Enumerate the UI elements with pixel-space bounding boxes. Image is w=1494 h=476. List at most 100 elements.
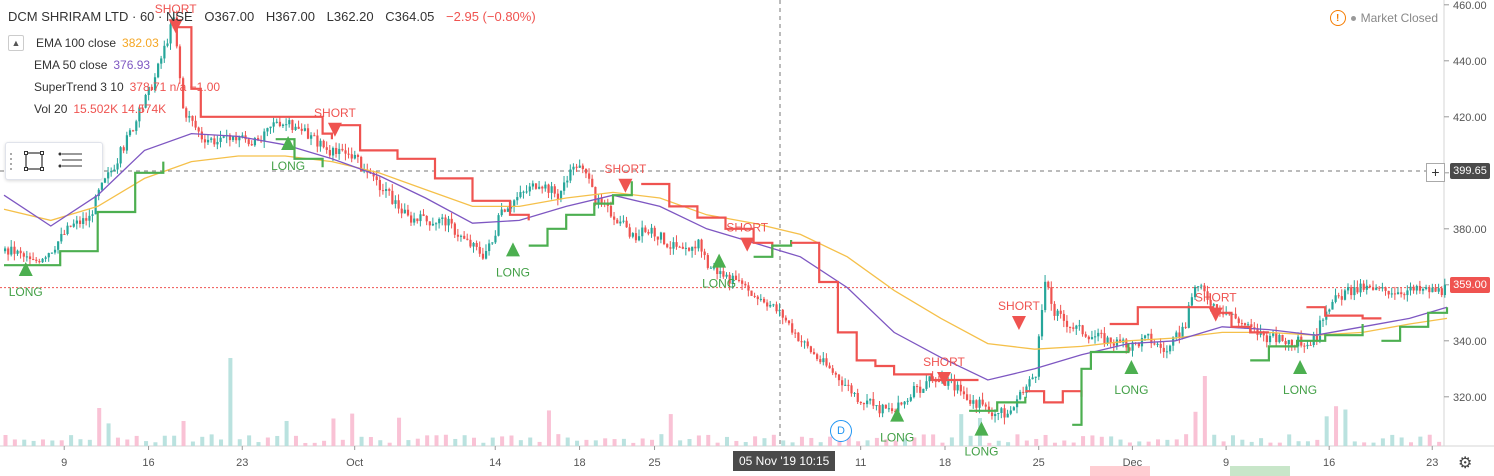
candle-body: [178, 46, 182, 79]
legend-row-supertrend[interactable]: SuperTrend 3 10 378.71 n/a −1.00: [8, 76, 220, 98]
supertrend-up-line: [1250, 324, 1364, 362]
candle-body: [506, 208, 510, 212]
volume-bar: [153, 442, 158, 446]
short-signal-arrow: [618, 178, 633, 193]
candle-body: [628, 227, 631, 237]
candle-body: [741, 280, 744, 284]
candle-body: [541, 186, 544, 189]
volume-bar: [172, 435, 177, 446]
candle-body: [285, 124, 288, 126]
volume-bar: [1090, 435, 1095, 446]
short-signal-label: SHORT: [1195, 291, 1237, 305]
volume-bar: [359, 436, 364, 446]
candle-body: [1400, 292, 1403, 295]
candle-body: [422, 214, 425, 216]
candle-body: [182, 78, 185, 109]
legend-row-volume[interactable]: Vol 20 15.502K 14.574K: [8, 98, 220, 120]
candle-body: [469, 239, 472, 247]
candle-body: [513, 200, 516, 207]
candle-body: [909, 397, 912, 401]
volume-bar: [799, 436, 804, 446]
candle-body: [125, 135, 129, 151]
volume-bar: [509, 435, 514, 446]
candle-body: [1309, 344, 1312, 346]
volume-bar: [228, 358, 233, 446]
volume-bar: [1305, 441, 1310, 446]
x-tick-label: Oct: [346, 457, 363, 469]
candle-body: [1100, 332, 1103, 334]
alert-icon[interactable]: !: [1329, 10, 1346, 26]
drag-handle[interactable]: [6, 143, 16, 179]
buy-chip[interactable]: [1230, 466, 1290, 476]
volume-bar: [209, 434, 214, 446]
candle-body: [1165, 351, 1169, 353]
candle-body: [1003, 408, 1006, 418]
volume-bar: [1156, 439, 1161, 446]
candle-body: [1047, 281, 1050, 288]
candle-body: [88, 215, 91, 221]
x-tick-label: 11: [855, 457, 866, 469]
rectangle-tool-icon[interactable]: [16, 143, 52, 179]
candle-body: [338, 148, 341, 155]
legend-row-ema100[interactable]: ▲ EMA 100 close 382.03: [8, 32, 220, 54]
candle-body: [544, 184, 547, 189]
collapse-icon[interactable]: ▲: [8, 35, 24, 51]
candle-body: [1362, 283, 1365, 290]
volume-bar: [162, 435, 167, 446]
candle-body: [784, 317, 788, 321]
candle-body: [144, 94, 147, 108]
candle-body: [1159, 343, 1162, 348]
candle-body: [1396, 292, 1400, 295]
candle-body: [19, 250, 22, 254]
candle-body: [328, 149, 331, 156]
y-tick-label: 380.00: [1453, 224, 1487, 236]
candle-body: [819, 359, 822, 363]
candle-body: [606, 203, 609, 206]
candle-body: [594, 186, 597, 205]
plus-icon[interactable]: +: [1426, 163, 1445, 182]
symbol-name[interactable]: DCM SHRIRAM LTD: [8, 9, 129, 24]
volume-bar: [1380, 438, 1385, 446]
candle-body: [803, 341, 806, 343]
gear-icon[interactable]: ⚙: [1458, 455, 1473, 472]
candle-body: [600, 198, 603, 204]
legend-row-ema50[interactable]: EMA 50 close 376.93: [8, 54, 220, 76]
candle-body: [281, 124, 285, 127]
long-signal-label: LONG: [496, 265, 530, 279]
candle-body: [1028, 379, 1031, 387]
candle-body: [228, 134, 232, 141]
drawing-toolbox: [5, 142, 103, 180]
candle-body: [900, 402, 903, 405]
candle-body: [32, 259, 35, 261]
candle-body: [1306, 344, 1309, 347]
interval[interactable]: 60: [139, 9, 155, 24]
candle-body: [100, 182, 103, 190]
volume-bar: [996, 440, 1001, 446]
candle-body: [990, 412, 994, 417]
volume-bar: [1399, 437, 1404, 446]
candle-body: [441, 217, 444, 219]
dividend-marker[interactable]: D: [830, 420, 852, 442]
candle-body: [141, 107, 144, 109]
candle-body: [38, 260, 41, 263]
candle-body: [500, 209, 503, 216]
candle-body: [94, 195, 97, 215]
candle-body: [1312, 333, 1315, 346]
candle-body: [78, 220, 82, 224]
candle-body: [1215, 304, 1219, 311]
lines-tool-icon[interactable]: [52, 143, 88, 179]
volume-bar: [237, 439, 242, 446]
sell-chip[interactable]: [1090, 466, 1150, 476]
candle-body: [1347, 287, 1350, 291]
short-signal-arrow: [937, 372, 951, 386]
volume-bar: [1174, 439, 1179, 446]
volume-bar: [303, 442, 308, 446]
candle-body: [1322, 319, 1325, 321]
candle-body: [669, 247, 672, 249]
candle-body: [135, 121, 138, 131]
candle-body: [488, 243, 491, 252]
volume-bar: [584, 439, 589, 446]
candle-body: [291, 120, 294, 130]
candle-body: [1337, 295, 1340, 297]
